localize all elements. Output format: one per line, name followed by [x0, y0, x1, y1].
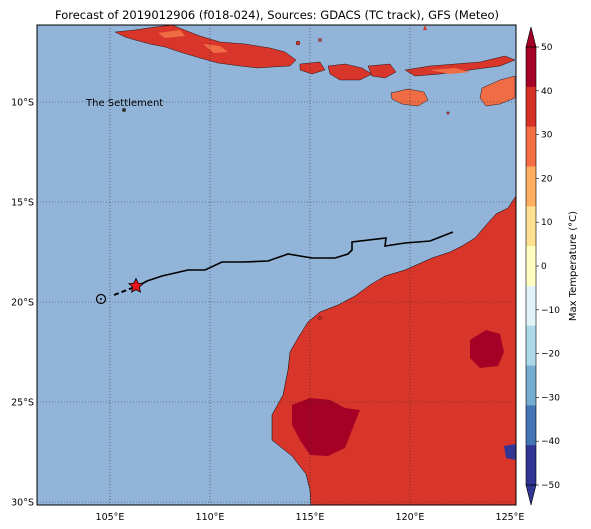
- colorbar-tick-label: −20: [541, 350, 560, 360]
- colorbar-segment: [526, 405, 536, 446]
- lat-tick: 25°S: [11, 398, 34, 409]
- lon-tick: 125°E: [496, 512, 525, 523]
- lat-tick: 20°S: [11, 298, 34, 309]
- lon-tick: 105°E: [96, 512, 125, 523]
- lon-tick: 110°E: [196, 512, 225, 523]
- colorbar-segment: [526, 47, 536, 88]
- colorbar-tick-label: 0: [541, 262, 547, 272]
- colorbar-tick-label: 30: [541, 131, 553, 141]
- indonesia-landmass: [114, 24, 516, 115]
- colorbar-tick-label: 10: [541, 218, 553, 228]
- colorbar-min-extension: [525, 484, 537, 506]
- lat-tick: 30°S: [11, 498, 34, 509]
- map-frame: [36, 24, 517, 506]
- colorbar-segment: [526, 206, 536, 247]
- colorbar-tick-label: −50: [541, 481, 560, 491]
- colorbar: 50 40 30 20 10 0 −10 −20 −30 −40 −50 Max Temperatu…: [525, 26, 579, 506]
- colorbar-label: Max Temperature (°C): [568, 211, 579, 321]
- lon-tick-labels: 105°E 110°E 115°E 120°E 125°E: [96, 512, 525, 523]
- place-label-the-settlement: The Settlement: [85, 98, 163, 109]
- colorbar-segment: [526, 126, 536, 167]
- lat-tick-labels: 10°S 15°S 20°S 25°S 30°S: [11, 98, 34, 509]
- colorbar-segment: [526, 166, 536, 207]
- colorbar-segment: [526, 86, 536, 127]
- lat-tick: 10°S: [11, 98, 34, 109]
- australia-landmass: [271, 195, 517, 506]
- colorbar-segment: [526, 246, 536, 287]
- circle-icon: [95, 293, 107, 305]
- colorbar-ticks: 50 40 30 20 10 0 −10 −20 −30 −40 −50: [536, 43, 560, 491]
- colorbar-tick-label: 50: [541, 43, 553, 53]
- colorbar-segment: [526, 285, 536, 327]
- lon-tick: 115°E: [296, 512, 325, 523]
- figure-title: Forecast of 2019012906 (f018-024), Sourc…: [55, 8, 499, 22]
- cyclone-track: [95, 231, 454, 305]
- map-panel: The Settlement: [36, 24, 517, 506]
- colorbar-tick-label: 40: [541, 87, 553, 97]
- lat-tick: 15°S: [11, 198, 34, 209]
- forecast-track-line: [137, 231, 454, 287]
- lon-tick: 120°E: [396, 512, 425, 523]
- colorbar-tick-label: −30: [541, 393, 560, 403]
- colorbar-tick-label: −40: [541, 437, 560, 447]
- past-track-dash: [113, 287, 133, 296]
- settlement-island: [122, 108, 126, 112]
- graticule: [37, 25, 516, 505]
- colorbar-max-extension: [525, 26, 537, 48]
- colorbar-segment: [526, 365, 536, 406]
- colorbar-tick-label: −10: [541, 306, 560, 316]
- colorbar-segments: [526, 47, 536, 486]
- star-icon: [127, 277, 145, 293]
- colorbar-segment: [526, 445, 536, 486]
- colorbar-tick-label: 20: [541, 174, 553, 184]
- colorbar-segment: [526, 325, 536, 366]
